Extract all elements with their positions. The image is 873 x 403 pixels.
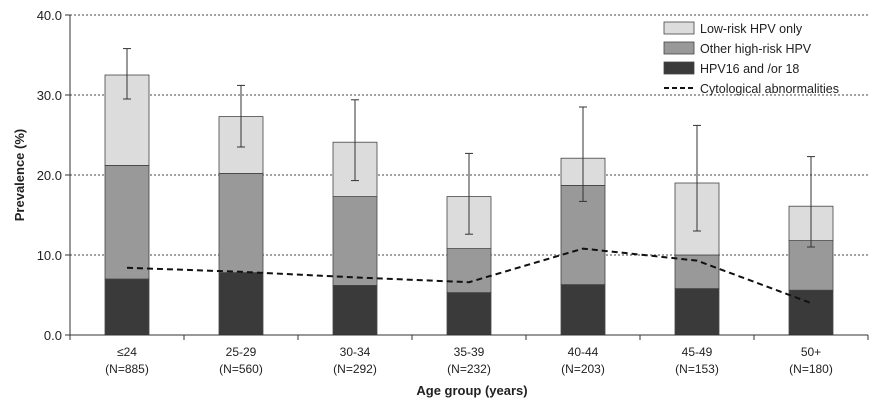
x-tick-label-6: 50+ bbox=[801, 345, 821, 359]
bar-3-series-0 bbox=[446, 292, 492, 336]
bar-4-series-0 bbox=[560, 284, 606, 336]
y-axis-title: Prevalence (%) bbox=[12, 129, 27, 222]
bar-0-series-0 bbox=[104, 278, 150, 336]
legend-label-0: Low-risk HPV only bbox=[700, 22, 803, 36]
y-tick-label-2: 20.0 bbox=[37, 168, 62, 183]
grid-lines bbox=[70, 14, 868, 256]
x-tick-count-0: (N=885) bbox=[105, 362, 149, 376]
x-tick-count-4: (N=203) bbox=[561, 362, 605, 376]
x-tick-count-5: (N=153) bbox=[675, 362, 719, 376]
x-tick-count-2: (N=292) bbox=[333, 362, 377, 376]
y-tick-label-3: 30.0 bbox=[37, 88, 62, 103]
y-tick-label-0: 0.0 bbox=[44, 328, 62, 343]
x-tick-label-4: 40-44 bbox=[568, 345, 599, 359]
legend-label-3: Cytological abnormalities bbox=[700, 82, 839, 96]
bar-2-series-1 bbox=[332, 196, 378, 286]
x-tick-label-3: 35-39 bbox=[454, 345, 485, 359]
x-tick-count-1: (N=560) bbox=[219, 362, 263, 376]
bar-1-series-1 bbox=[218, 172, 264, 273]
legend-label-2: HPV16 and /or 18 bbox=[700, 62, 799, 76]
x-axis-title: Age group (years) bbox=[416, 383, 527, 398]
bar-2-series-0 bbox=[332, 284, 378, 336]
legend-swatch-2 bbox=[663, 61, 695, 75]
error-bars bbox=[123, 48, 815, 248]
bar-6-series-1 bbox=[788, 240, 834, 291]
legend-label-1: Other high-risk HPV bbox=[700, 42, 812, 56]
x-tick-count-6: (N=180) bbox=[789, 362, 833, 376]
x-tick-label-2: 30-34 bbox=[340, 345, 371, 359]
cytology-line bbox=[126, 247, 812, 304]
x-tick-label-5: 45-49 bbox=[682, 345, 713, 359]
legend-swatch-1 bbox=[663, 41, 695, 55]
axes bbox=[65, 14, 869, 340]
x-tick-count-3: (N=232) bbox=[447, 362, 491, 376]
bar-3-series-1 bbox=[446, 248, 492, 294]
y-tick-label-1: 10.0 bbox=[37, 248, 62, 263]
bar-5-series-0 bbox=[674, 288, 720, 336]
y-tick-labels: 0.0 10.0 20.0 30.0 40.0 bbox=[37, 8, 62, 343]
bar-1-series-0 bbox=[218, 272, 264, 336]
legend-swatch-0 bbox=[663, 21, 695, 35]
x-tick-label-0: ≤24 bbox=[117, 345, 137, 359]
bar-0-series-1 bbox=[104, 164, 150, 280]
x-tick-labels: ≤24 (N=885) 25-29 (N=560) 30-34 (N=292) 35-39 (… bbox=[105, 345, 833, 376]
bar-4-series-1 bbox=[560, 184, 606, 285]
cytology-line-path bbox=[126, 247, 812, 304]
legend: Low-risk HPV only Other high-risk HPV HPV1… bbox=[663, 21, 839, 96]
y-tick-label-4: 40.0 bbox=[37, 8, 62, 23]
x-tick-label-1: 25-29 bbox=[226, 345, 257, 359]
